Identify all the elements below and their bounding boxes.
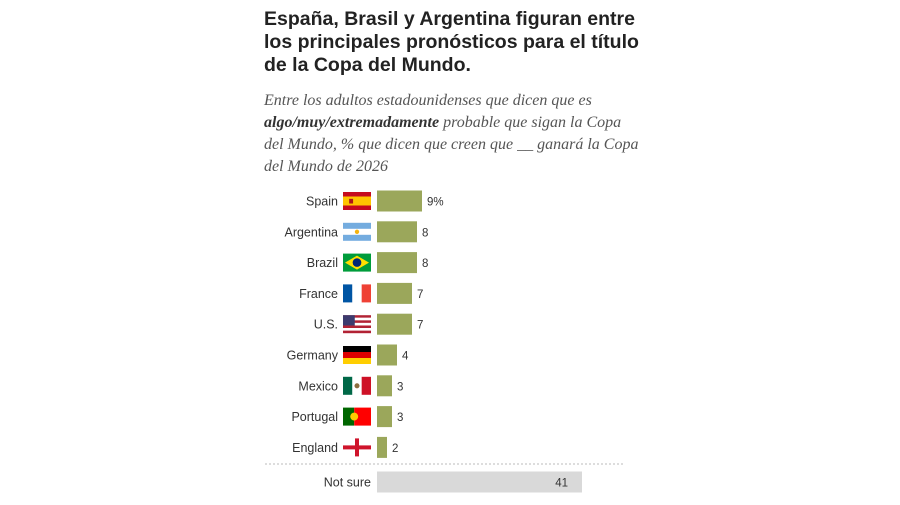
value-label-germany: 4 bbox=[402, 351, 409, 363]
spain-flag-icon bbox=[343, 192, 371, 210]
mexico-flag-icon bbox=[343, 376, 371, 395]
category-label-mexico: Mexico bbox=[298, 379, 338, 393]
subtitle-text-before: Entre los adultos estadounidenses que di… bbox=[264, 92, 592, 109]
category-label-argentina: Argentina bbox=[284, 225, 338, 239]
bar-france bbox=[377, 282, 412, 304]
category-label-france: France bbox=[299, 287, 338, 301]
bar-germany bbox=[377, 344, 397, 366]
value-label-spain: 9% bbox=[427, 197, 444, 209]
bar-argentina bbox=[377, 221, 417, 243]
bar-portugal bbox=[377, 406, 392, 428]
argentina-flag-icon bbox=[343, 222, 371, 241]
category-label-us: U.S. bbox=[314, 318, 338, 332]
chart-title: España, Brasil y Argentina figuran entre… bbox=[264, 8, 639, 76]
category-label-brazil: Brazil bbox=[307, 256, 338, 270]
england-flag-icon bbox=[343, 438, 371, 457]
value-label-mexico: 3 bbox=[397, 381, 403, 393]
value-label-portugal: 3 bbox=[397, 412, 403, 424]
subtitle-emphasis: algo/muy/extremadamente bbox=[264, 114, 440, 131]
category-label-spain: Spain bbox=[306, 195, 338, 209]
brazil-flag-icon bbox=[343, 253, 371, 272]
category-label-portugal: Portugal bbox=[291, 410, 338, 424]
category-label-england: England bbox=[292, 441, 338, 455]
bar-mexico bbox=[377, 375, 392, 397]
subtitle-text-after: probable que sigan la Copa del Mundo, % … bbox=[264, 114, 639, 175]
value-label-argentina: 8 bbox=[422, 227, 428, 239]
value-label-france: 7 bbox=[417, 289, 423, 301]
bar-spain bbox=[377, 190, 422, 212]
value-label-england: 2 bbox=[392, 443, 398, 455]
portugal-flag-icon bbox=[343, 407, 371, 426]
bar-not-sure bbox=[377, 471, 582, 493]
us-flag-icon bbox=[343, 315, 371, 334]
germany-flag-icon bbox=[343, 346, 371, 364]
category-label-not-sure: Not sure bbox=[324, 476, 371, 490]
bar-us bbox=[377, 313, 412, 335]
value-label-us: 7 bbox=[417, 320, 423, 332]
bar-england bbox=[377, 436, 387, 458]
category-label-germany: Germany bbox=[287, 349, 339, 363]
france-flag-icon bbox=[343, 284, 371, 303]
value-label-not-sure: 41 bbox=[555, 478, 568, 490]
value-label-brazil: 8 bbox=[422, 258, 428, 270]
chart-subtitle: Entre los adultos estadounidenses que di… bbox=[264, 90, 644, 178]
bar-brazil bbox=[377, 252, 417, 274]
